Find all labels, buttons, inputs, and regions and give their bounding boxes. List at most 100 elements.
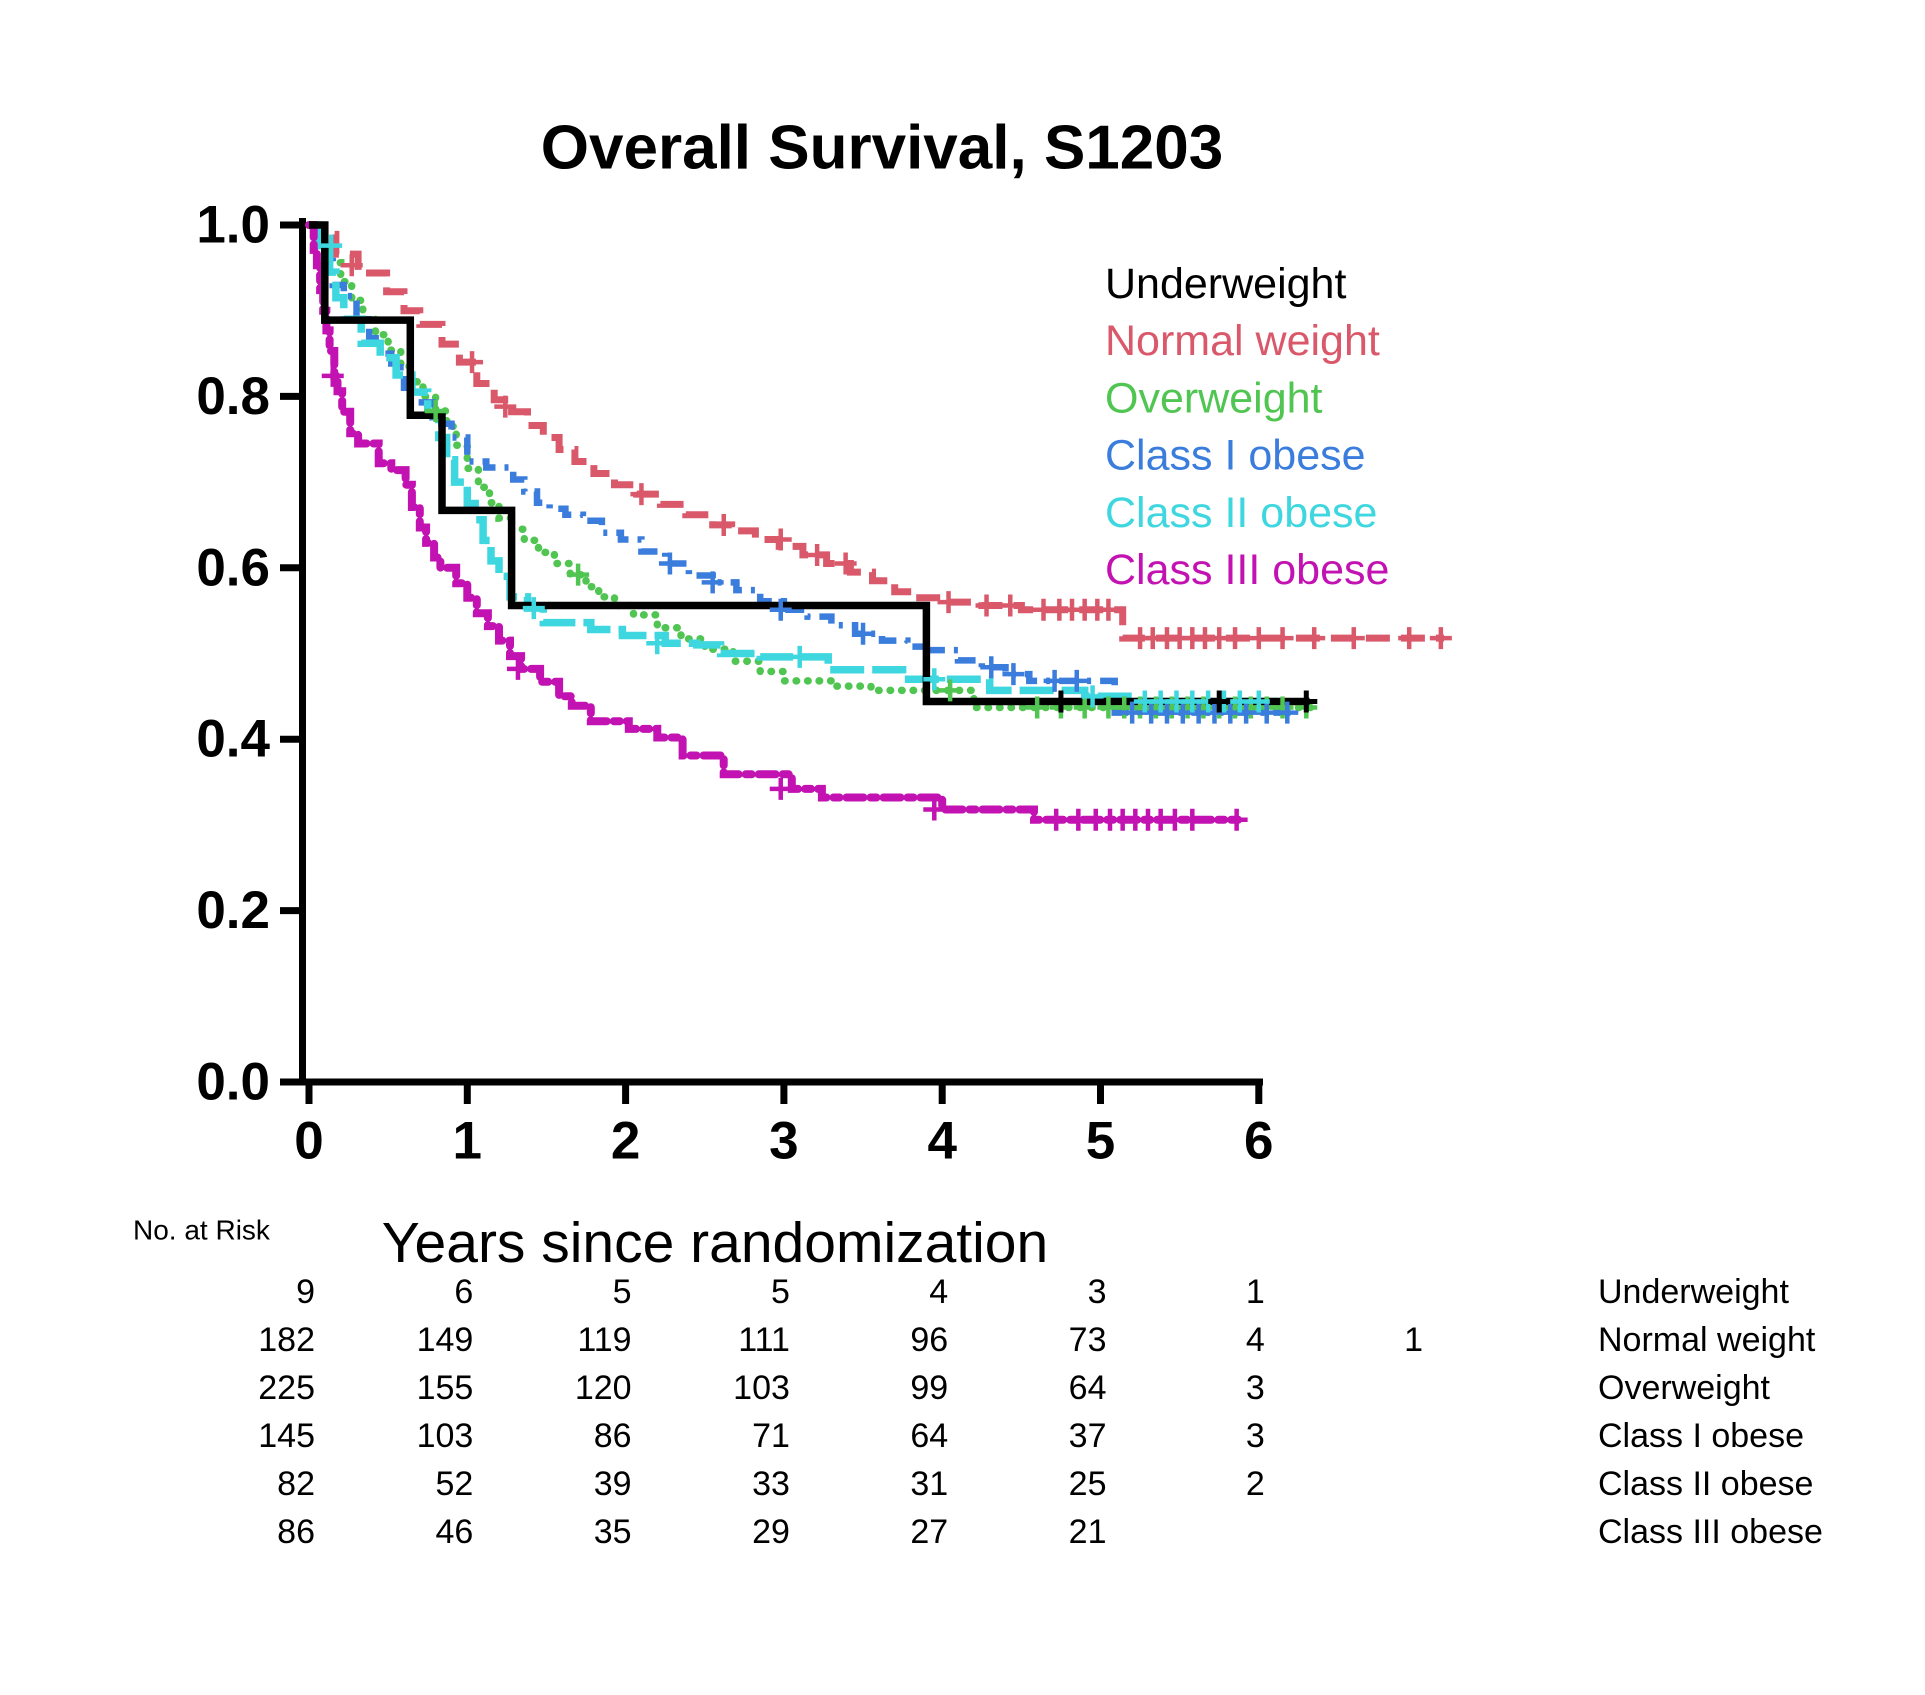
censor-tick-normal-weight — [340, 254, 363, 277]
risk-count: 149 — [417, 1321, 474, 1359]
x-tick-label: 1 — [453, 1112, 482, 1171]
curve-class-iii-obese — [305, 221, 1243, 824]
x-tick-label: 4 — [927, 1112, 957, 1171]
risk-count: 119 — [577, 1321, 631, 1359]
risk-count: 99 — [910, 1369, 948, 1407]
y-tick-label: 0.0 — [196, 1053, 270, 1112]
censor-tick-class-iii-obese — [321, 364, 344, 387]
risk-count: 21 — [1069, 1513, 1107, 1551]
curve-normal-weight — [309, 221, 1444, 642]
chart-title: Overall Survival, S1203 — [541, 114, 1223, 183]
risk-count: 37 — [1069, 1417, 1107, 1455]
risk-count: 39 — [594, 1465, 632, 1503]
x-tick-label: 3 — [769, 1112, 798, 1171]
risk-count: 5 — [613, 1273, 632, 1311]
censor-tick-class-i-obese — [1276, 701, 1299, 724]
censor-tick-class-i-obese — [1121, 701, 1144, 724]
censor-tick-normal-weight — [999, 594, 1022, 617]
censor-tick-normal-weight — [461, 351, 484, 374]
censor-tick-normal-weight — [1224, 627, 1247, 650]
y-tick-label: 0.4 — [196, 710, 270, 769]
censor-tick-underweight — [1295, 690, 1318, 713]
risk-row-label-class-iii-obese: Class III obese — [1598, 1513, 1823, 1551]
y-tick-label: 0.2 — [196, 881, 270, 940]
risk-count: 31 — [910, 1465, 948, 1503]
risk-count: 86 — [594, 1417, 632, 1455]
risk-count: 5 — [771, 1273, 790, 1311]
censor-tick-class-i-obese — [769, 598, 792, 621]
legend-entry-overweight: Overweight — [1105, 374, 1323, 422]
censor-tick-class-ii-obese — [1247, 690, 1270, 713]
censor-tick-class-i-obese — [1065, 669, 1088, 692]
censor-tick-normal-weight — [806, 543, 829, 566]
censor-tick-class-iii-obese — [769, 777, 792, 800]
censor-tick-normal-weight — [1247, 627, 1270, 650]
risk-count: 103 — [417, 1417, 474, 1455]
risk-count: 103 — [733, 1369, 790, 1407]
risk-count: 9 — [296, 1273, 315, 1311]
risk-count: 64 — [1069, 1369, 1107, 1407]
censor-marks — [320, 234, 1452, 831]
censor-tick-overweight — [939, 679, 962, 702]
censor-tick-normal-weight — [494, 395, 517, 418]
censor-tick-normal-weight — [975, 594, 998, 617]
risk-count: 35 — [594, 1513, 632, 1551]
x-tick-label: 0 — [294, 1112, 323, 1171]
risk-count: 64 — [910, 1417, 948, 1455]
censor-tick-class-ii-obese — [522, 597, 545, 620]
x-axis-title: Years since randomization — [382, 1211, 1048, 1275]
risk-count: 182 — [258, 1321, 315, 1359]
legend: Underweight Normal weight Overweight Class … — [1105, 260, 1389, 594]
risk-row-label-class-ii-obese: Class II obese — [1598, 1465, 1813, 1503]
censor-tick-class-ii-obese — [320, 234, 343, 257]
censor-tick-overweight — [1073, 696, 1096, 719]
censor-tick-underweight — [1208, 690, 1231, 713]
censor-tick-normal-weight — [1097, 598, 1120, 621]
censor-tick-class-iii-obese — [1045, 808, 1068, 831]
risk-count: 96 — [910, 1321, 948, 1359]
censor-tick-class-iii-obese — [1181, 808, 1204, 831]
censor-tick-class-i-obese — [1002, 663, 1025, 686]
risk-row-label-underweight: Underweight — [1598, 1273, 1789, 1311]
censor-tick-normal-weight — [630, 483, 653, 506]
legend-entry-class-iii-obese: Class III obese — [1105, 546, 1389, 594]
censor-tick-class-iii-obese — [506, 657, 529, 680]
risk-count: 155 — [417, 1369, 474, 1407]
risk-count: 71 — [752, 1417, 790, 1455]
risk-count: 73 — [1069, 1321, 1107, 1359]
risk-count: 33 — [752, 1465, 790, 1503]
survival-curves — [305, 221, 1444, 824]
risk-count: 1 — [1404, 1321, 1423, 1359]
risk-count: 52 — [435, 1465, 473, 1503]
risk-count: 4 — [929, 1273, 948, 1311]
censor-tick-normal-weight — [937, 591, 960, 614]
risk-count: 86 — [277, 1513, 315, 1551]
curve-underweight — [309, 221, 1310, 706]
risk-count: 82 — [277, 1465, 315, 1503]
risk-count: 145 — [258, 1417, 315, 1455]
legend-entry-class-ii-obese: Class II obese — [1105, 489, 1377, 537]
censor-tick-class-iii-obese — [1225, 808, 1248, 831]
censor-tick-class-ii-obese — [646, 632, 669, 655]
censor-tick-class-ii-obese — [1228, 690, 1251, 713]
censor-tick-class-ii-obese — [1081, 685, 1104, 708]
y-tick-label: 0.6 — [196, 538, 270, 597]
censor-tick-overweight — [1026, 696, 1049, 719]
censor-tick-normal-weight — [1271, 627, 1294, 650]
legend-entry-underweight: Underweight — [1105, 260, 1346, 308]
censor-tick-class-i-obese — [1255, 701, 1278, 724]
censor-tick-overweight — [567, 563, 590, 586]
censor-tick-class-i-obese — [658, 552, 681, 575]
risk-count: 27 — [910, 1513, 948, 1551]
risk-count: 25 — [1069, 1465, 1107, 1503]
censor-tick-class-i-obese — [980, 656, 1003, 679]
risk-count: 111 — [738, 1321, 790, 1359]
risk-table-label: No. at Risk — [133, 1215, 271, 1246]
risk-count: 2 — [1246, 1465, 1265, 1503]
censor-tick-overweight — [424, 399, 447, 422]
risk-count: 46 — [435, 1513, 473, 1551]
y-tick-label: 1.0 — [196, 196, 270, 255]
